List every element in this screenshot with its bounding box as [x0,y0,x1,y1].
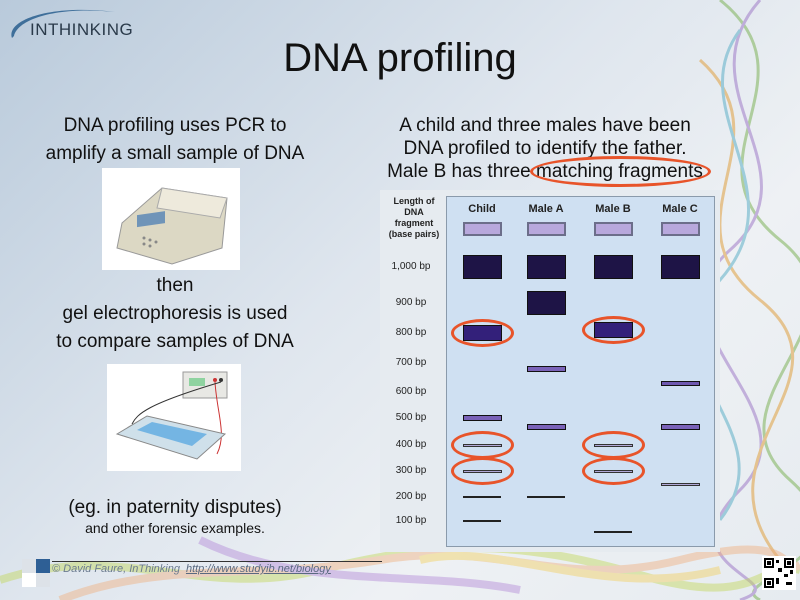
match-circle [582,316,645,344]
match-circle [582,431,645,459]
sample-well [661,222,700,236]
logo-text: INTHINKING [30,20,134,39]
text-line: A child and three males have been [399,115,691,136]
dna-band [527,291,566,315]
dna-band [527,424,566,431]
dna-band [661,380,700,386]
footer: © David Faure, InThinking http://www.stud… [52,563,331,575]
text-line: Male B has three matching fragments [360,156,730,187]
footer-squares [22,559,50,587]
dna-band [527,365,566,372]
y-tick-label: 800 bp [395,327,427,338]
dna-band [463,520,501,522]
y-tick-label: 300 bp [395,465,427,476]
sample-well [527,222,566,236]
dna-band [463,496,501,498]
footer-divider [52,561,382,562]
text-line: then [156,275,194,296]
match-circle [451,431,514,459]
footer-link[interactable]: http://www.studyib.net/biology [185,563,331,575]
dna-band [661,482,700,486]
match-circle [582,457,645,485]
lane-label: Male C [662,203,698,215]
sample-well [463,222,502,236]
text-line: DNA profiled to identify the father. [403,138,687,159]
axis-title: Length of DNA fragment (base pairs) [388,196,440,239]
dna-band [527,496,565,498]
y-tick-label: 200 bp [395,491,427,502]
y-tick-label: 1,000 bp [391,261,431,272]
y-tick-label: 900 bp [395,297,427,308]
dna-band [661,255,700,279]
match-circle [451,319,514,347]
y-tick-label: 400 bp [395,439,427,450]
text-line: DNA profiling uses PCR to [63,115,287,136]
dna-band [594,530,632,533]
lane-label: Male B [595,203,631,215]
example-text: (eg. in paternity disputes) [68,497,282,518]
dna-band [661,424,700,431]
gel-electrophoresis-image [107,364,241,471]
dna-band [463,415,502,421]
text-line: to compare samples of DNA [56,331,294,352]
lane-label: Child [468,203,496,215]
pcr-machine-image [102,168,240,270]
dna-band [463,255,502,279]
highlight-ellipse [530,156,711,187]
inthinking-logo [11,9,115,38]
sample-well [594,222,633,236]
dna-band [527,255,566,279]
dna-band [594,255,633,279]
text-span: Male B has three [387,161,537,182]
text-line: amplify a small sample of DNA [45,143,305,164]
qr-code-icon[interactable] [762,556,796,590]
y-tick-label: 600 bp [395,386,427,397]
footer-credit: © David Faure, InThinking [52,563,180,575]
y-tick-label: 700 bp [395,357,427,368]
match-circle [451,457,514,485]
gel-description: then gel electrophoresis is used to comp… [20,272,330,356]
pcr-description: DNA profiling uses PCR to amplify a smal… [20,112,330,168]
example-subtext: and other forensic examples. [85,520,265,536]
gel-figure: Length of DNA fragment (base pairs) 1,00… [380,190,720,552]
page-title: DNA profiling [283,36,517,80]
text-line: gel electrophoresis is used [62,303,288,324]
y-tick-label: 100 bp [395,515,427,526]
highlighted-phrase: matching fragments [530,156,711,187]
gel-panel [446,196,715,547]
lane-label: Male A [528,203,564,215]
paternity-description: A child and three males have been DNA pr… [360,114,730,187]
y-tick-label: 500 bp [395,412,427,423]
